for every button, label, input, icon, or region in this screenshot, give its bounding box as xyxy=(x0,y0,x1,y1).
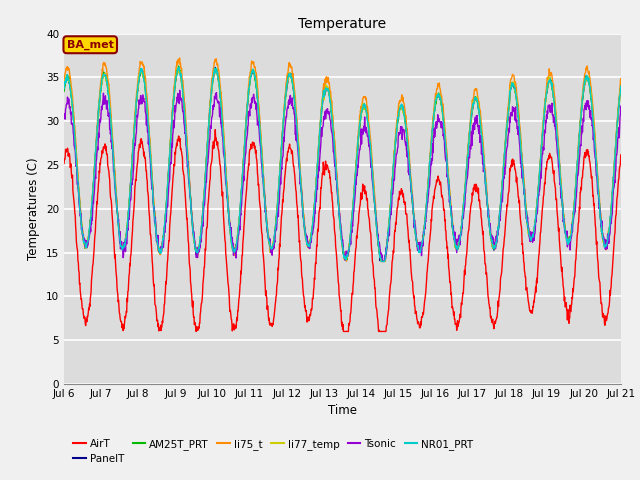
AM25T_PRT xyxy=(184,162,192,168)
Text: BA_met: BA_met xyxy=(67,40,114,50)
AM25T_PRT xyxy=(246,73,254,79)
PanelT xyxy=(552,110,559,116)
NR01_PRT xyxy=(175,64,183,70)
AirT xyxy=(170,163,178,168)
li75_t xyxy=(60,78,68,84)
AM25T_PRT xyxy=(552,113,559,119)
li75_t xyxy=(378,258,385,264)
Tsonic xyxy=(246,101,254,107)
li75_t xyxy=(429,111,437,117)
AirT xyxy=(502,211,510,217)
li77_temp xyxy=(552,112,559,118)
li77_temp xyxy=(174,65,182,71)
Tsonic xyxy=(60,114,68,120)
NR01_PRT xyxy=(552,110,559,116)
NR01_PRT xyxy=(378,258,385,264)
PanelT xyxy=(502,130,510,136)
NR01_PRT xyxy=(184,164,192,169)
li77_temp xyxy=(617,84,625,90)
AM25T_PRT xyxy=(617,81,625,86)
Tsonic xyxy=(379,258,387,264)
X-axis label: Time: Time xyxy=(328,405,357,418)
NR01_PRT xyxy=(617,84,625,89)
li75_t xyxy=(176,55,184,61)
AM25T_PRT xyxy=(60,88,68,94)
AirT xyxy=(429,193,437,199)
AirT xyxy=(193,328,200,334)
li75_t xyxy=(184,157,192,163)
li77_temp xyxy=(378,258,385,264)
PanelT xyxy=(617,84,625,90)
PanelT xyxy=(60,87,68,93)
Line: li75_t: li75_t xyxy=(64,58,621,261)
AM25T_PRT xyxy=(429,114,437,120)
AirT xyxy=(184,234,191,240)
PanelT xyxy=(184,155,191,161)
li77_temp xyxy=(502,134,510,140)
NR01_PRT xyxy=(246,74,254,80)
li75_t xyxy=(170,83,178,89)
AirT xyxy=(60,161,68,167)
PanelT xyxy=(246,74,254,80)
li77_temp xyxy=(60,83,68,89)
Line: NR01_PRT: NR01_PRT xyxy=(64,67,621,261)
AM25T_PRT xyxy=(170,89,178,95)
Title: Temperature: Temperature xyxy=(298,17,387,31)
Tsonic xyxy=(502,149,510,155)
AirT xyxy=(552,185,559,191)
NR01_PRT xyxy=(502,128,510,134)
Line: AirT: AirT xyxy=(64,130,621,331)
Tsonic xyxy=(176,87,184,93)
li75_t xyxy=(552,102,559,108)
li75_t xyxy=(246,69,254,74)
AM25T_PRT xyxy=(175,63,182,69)
Line: AM25T_PRT: AM25T_PRT xyxy=(64,66,621,261)
AirT xyxy=(211,127,219,132)
Line: Tsonic: Tsonic xyxy=(64,90,621,261)
AirT xyxy=(617,152,625,158)
Tsonic xyxy=(170,120,178,126)
li77_temp xyxy=(184,165,192,170)
NR01_PRT xyxy=(60,85,68,91)
NR01_PRT xyxy=(170,90,178,96)
li75_t xyxy=(502,129,510,135)
AM25T_PRT xyxy=(378,258,385,264)
PanelT xyxy=(211,65,219,71)
PanelT xyxy=(170,91,178,97)
li77_temp xyxy=(170,93,178,98)
Line: PanelT: PanelT xyxy=(64,68,621,261)
li77_temp xyxy=(429,117,437,123)
Tsonic xyxy=(429,133,437,139)
AirT xyxy=(247,142,255,147)
Tsonic xyxy=(552,127,559,132)
Tsonic xyxy=(617,103,625,109)
PanelT xyxy=(378,258,385,264)
Y-axis label: Temperatures (C): Temperatures (C) xyxy=(28,157,40,260)
PanelT xyxy=(429,117,437,122)
li77_temp xyxy=(246,73,254,79)
NR01_PRT xyxy=(429,117,437,122)
Line: li77_temp: li77_temp xyxy=(64,68,621,261)
AM25T_PRT xyxy=(502,132,510,138)
Legend: AirT, PanelT, AM25T_PRT, li75_t, li77_temp, Tsonic, NR01_PRT: AirT, PanelT, AM25T_PRT, li75_t, li77_te… xyxy=(69,435,477,468)
Tsonic xyxy=(184,170,192,176)
li75_t xyxy=(617,76,625,82)
